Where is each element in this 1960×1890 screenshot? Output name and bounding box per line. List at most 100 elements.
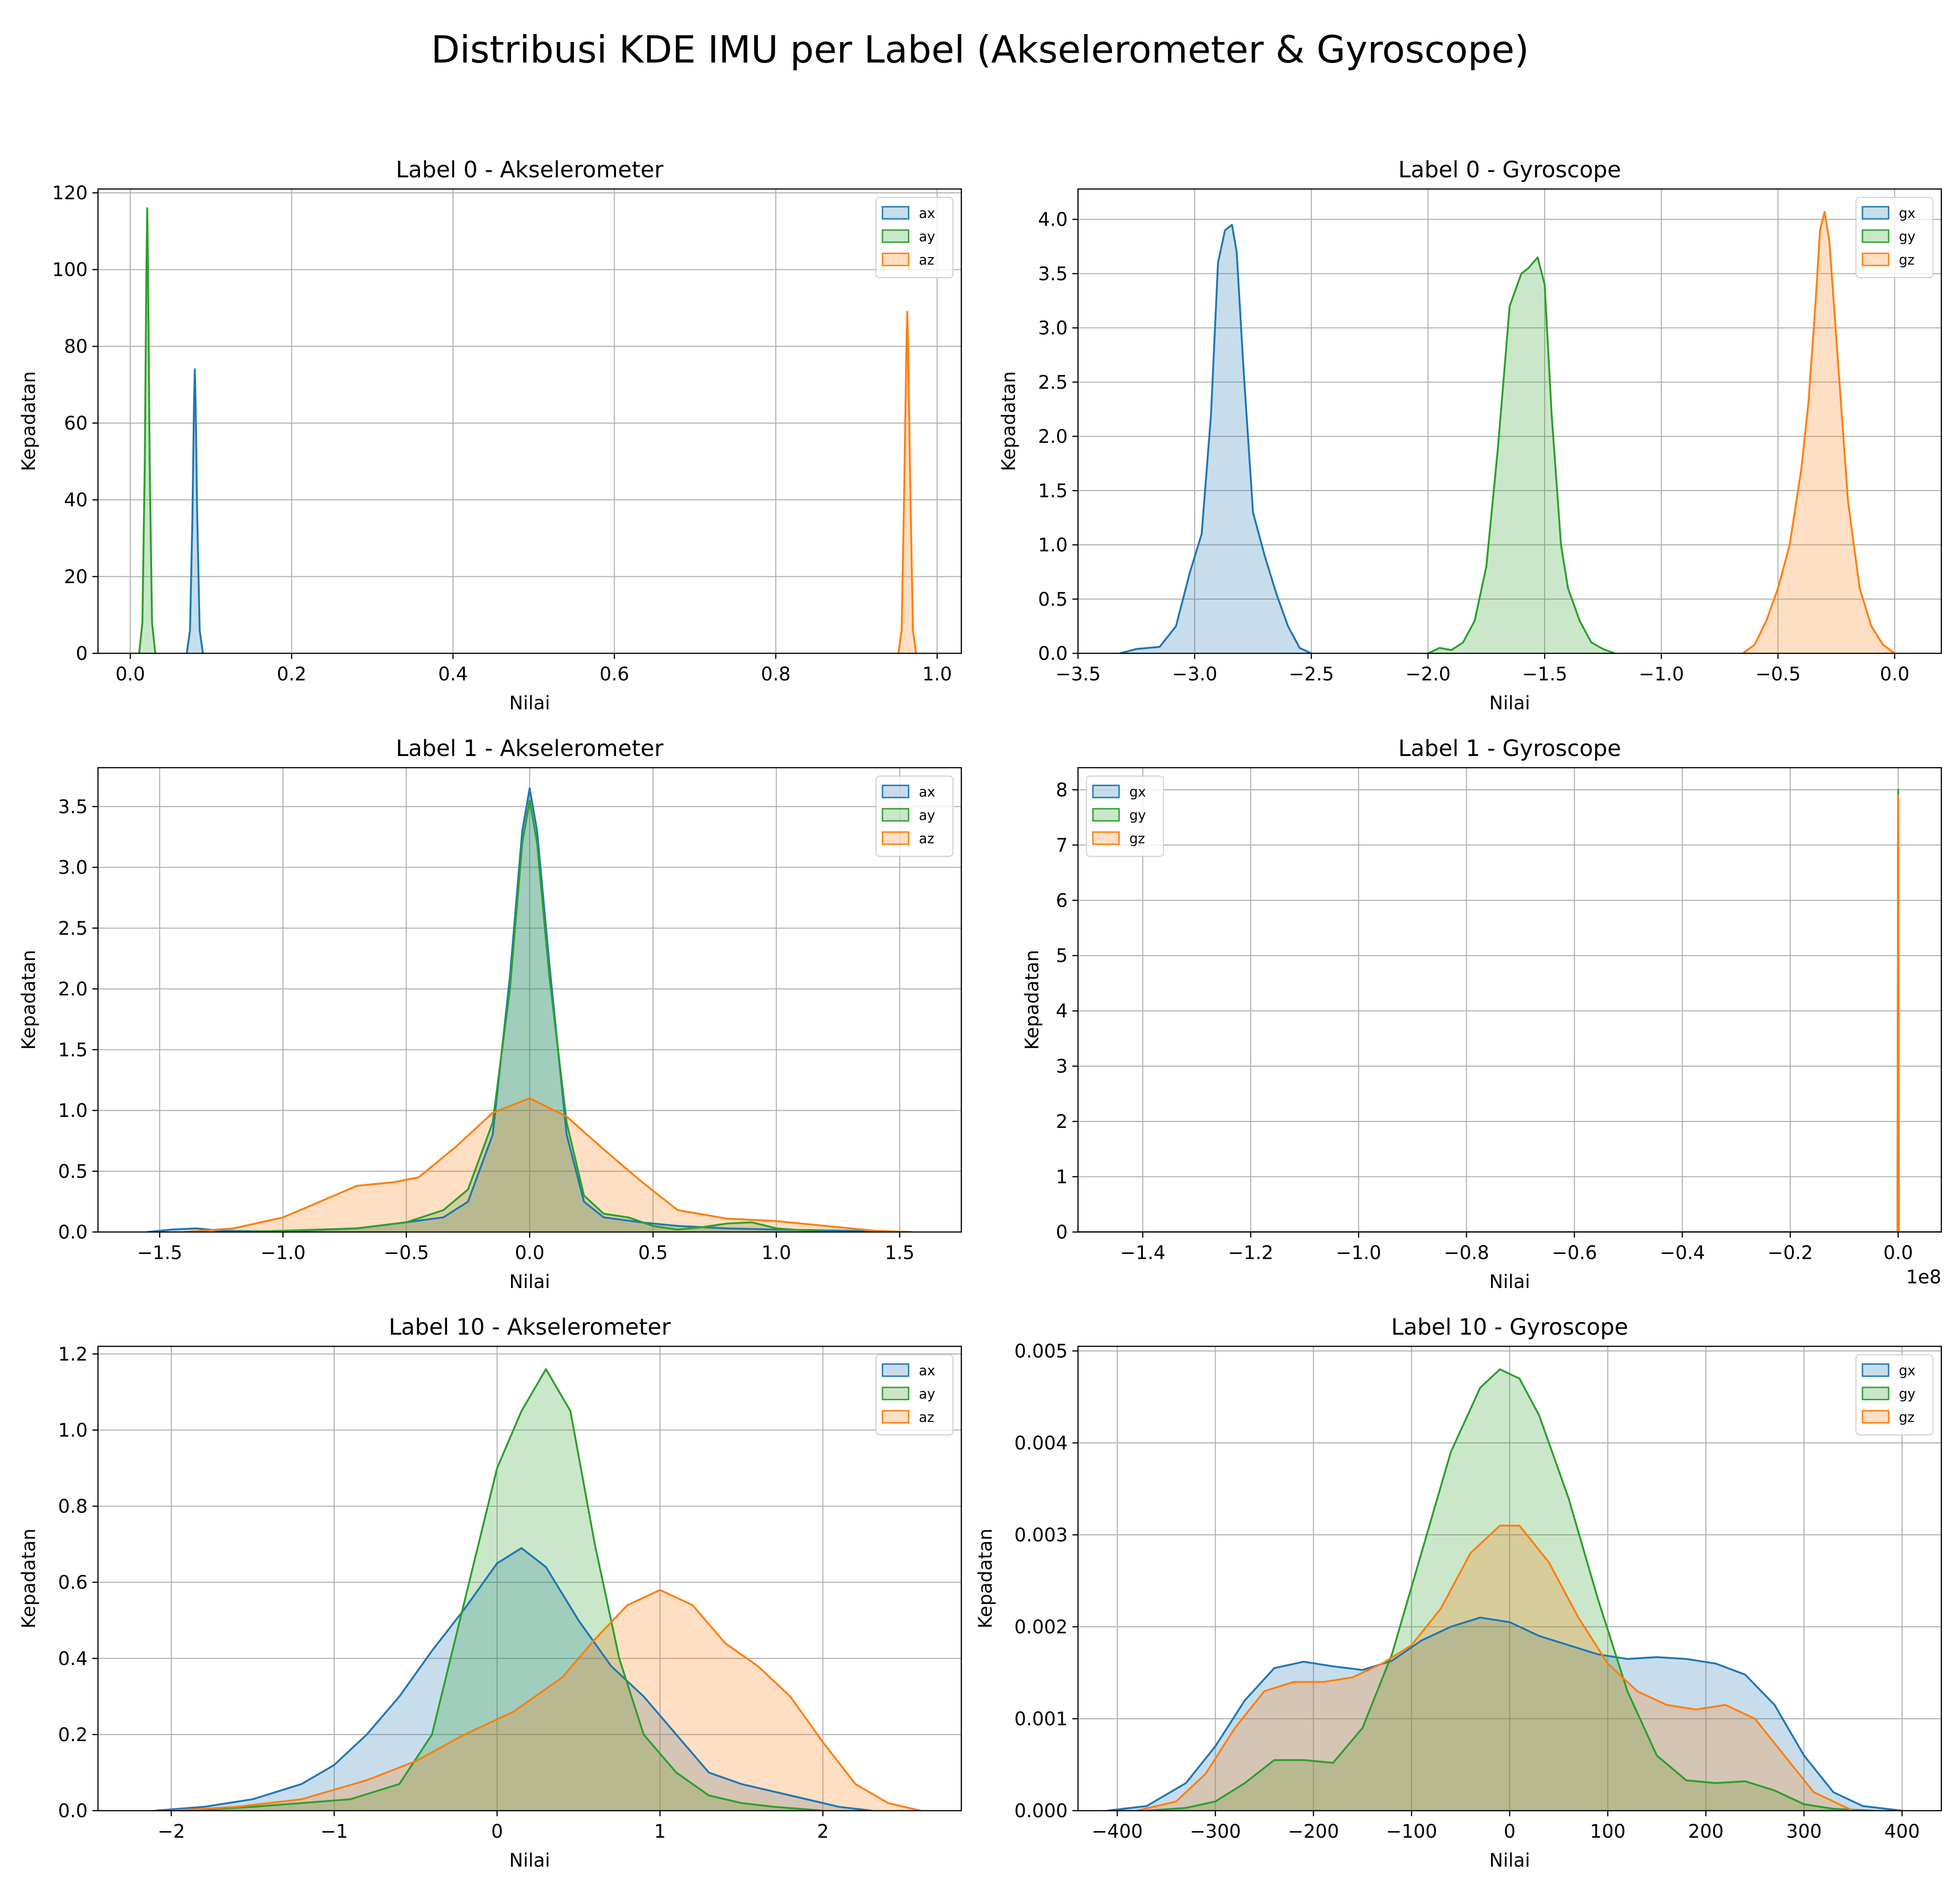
y-tick-label: 40 bbox=[64, 490, 88, 511]
kde-line-az bbox=[184, 1097, 912, 1232]
legend-label: gy bbox=[1899, 229, 1916, 245]
legend-label: gx bbox=[1899, 1363, 1916, 1379]
series-group bbox=[155, 1368, 921, 1811]
x-tick-label: 0.0 bbox=[515, 1242, 545, 1264]
legend-label: ay bbox=[919, 807, 935, 823]
x-tick-label: −1.4 bbox=[1120, 1242, 1165, 1264]
legend-swatch-ax bbox=[882, 784, 910, 798]
y-tick-label: 3.0 bbox=[58, 857, 88, 879]
legend-label: gz bbox=[1899, 252, 1915, 268]
y-tick-label: 0.002 bbox=[1014, 1617, 1068, 1638]
kde-fill-az bbox=[171, 1590, 921, 1811]
x-tick-label: 1.0 bbox=[922, 664, 952, 685]
series-group bbox=[1120, 210, 1896, 653]
legend-label: gy bbox=[1129, 807, 1146, 823]
y-tick-label: 2.5 bbox=[58, 918, 88, 939]
plot-frame bbox=[1077, 767, 1942, 1233]
subplot-title: Label 1 - Akselerometer bbox=[396, 735, 664, 762]
y-tick-label: 0.004 bbox=[1014, 1433, 1068, 1454]
x-tick-label: −2.0 bbox=[1405, 664, 1450, 685]
y-tick-label: 0.8 bbox=[58, 1496, 88, 1518]
series-group bbox=[1107, 1368, 1903, 1811]
x-tick-label: −1.0 bbox=[1336, 1242, 1381, 1264]
kde-fill-gx bbox=[1120, 224, 1311, 653]
x-tick-label: 1.5 bbox=[885, 1242, 915, 1264]
x-tick-label: 0 bbox=[491, 1821, 503, 1842]
plot-frame bbox=[97, 1345, 962, 1812]
y-tick-label: 0.5 bbox=[1038, 589, 1068, 610]
y-tick-label: 0.000 bbox=[1014, 1800, 1068, 1822]
kde-line-gz bbox=[1742, 210, 1896, 653]
legend-box bbox=[875, 776, 953, 857]
series-group bbox=[138, 207, 917, 653]
legend-label: gx bbox=[1129, 784, 1146, 800]
legend-label: ay bbox=[919, 1386, 935, 1402]
legend-label: az bbox=[919, 831, 934, 847]
y-tick-label: 100 bbox=[52, 259, 88, 281]
y-tick-label: 120 bbox=[52, 182, 88, 204]
legend-swatch-gz bbox=[1092, 831, 1120, 845]
legend-swatch-gz bbox=[1862, 252, 1890, 266]
legend-label: az bbox=[919, 1409, 934, 1425]
x-tick-label: 400 bbox=[1884, 1821, 1920, 1842]
legend-box bbox=[875, 1354, 953, 1435]
legend-swatch-az bbox=[882, 1410, 910, 1424]
x-tick-label: −3.5 bbox=[1055, 664, 1100, 685]
x-tick-label: 300 bbox=[1786, 1821, 1822, 1842]
series-group bbox=[147, 787, 912, 1232]
x-tick-label: 0.0 bbox=[1880, 664, 1910, 685]
kde-fill-gy bbox=[1428, 257, 1615, 653]
kde-fill-az bbox=[184, 1098, 912, 1232]
chart-panel: −2 −1 0 1 2 0.0 0.2 0.4 0.6 0.8 1.0 1.2 Label 10 - A… bbox=[18, 1314, 962, 1871]
y-tick-label: 0.001 bbox=[1014, 1708, 1068, 1730]
x-tick-label: −2 bbox=[158, 1821, 185, 1842]
x-tick-label: 0.4 bbox=[438, 664, 468, 685]
legend-swatch-ay bbox=[882, 808, 910, 822]
x-tick-label: −200 bbox=[1288, 1821, 1339, 1842]
kde-fill-az bbox=[898, 312, 917, 653]
legend-label: gx bbox=[1899, 205, 1916, 221]
kde-fill-ax bbox=[187, 369, 203, 653]
legend-box bbox=[1855, 197, 1933, 278]
legend-swatch-ax bbox=[882, 1363, 910, 1377]
legend-swatch-gz bbox=[1862, 1410, 1890, 1424]
subplot-title: Label 10 - Gyroscope bbox=[1391, 1314, 1628, 1340]
y-tick-label: 0.2 bbox=[58, 1724, 88, 1746]
x-tick-label: −3.0 bbox=[1172, 664, 1217, 685]
legend-swatch-ay bbox=[882, 1386, 910, 1400]
legend-label: gz bbox=[1129, 831, 1145, 847]
x-tick-label: −1.0 bbox=[1638, 664, 1684, 685]
legend-box bbox=[1086, 776, 1164, 857]
y-tick-label: 0.003 bbox=[1014, 1525, 1068, 1546]
kde-line-gy bbox=[1078, 789, 1941, 1232]
x-tick-label: −2.5 bbox=[1288, 664, 1334, 685]
x-tick-label: −1.0 bbox=[260, 1242, 306, 1264]
kde-fill-gy bbox=[1147, 1369, 1873, 1811]
legend-label: az bbox=[919, 252, 934, 268]
legend-swatch-ax bbox=[882, 206, 910, 220]
x-axis-label: Nilai bbox=[1489, 1271, 1530, 1293]
x-tick-label: 100 bbox=[1590, 1821, 1625, 1842]
legend-swatch-gy bbox=[1862, 1386, 1890, 1400]
kde-fill-ay bbox=[188, 1369, 823, 1811]
legend-box bbox=[1855, 1354, 1933, 1435]
legend: gx gy gz bbox=[1855, 197, 1933, 278]
y-tick-label: 5 bbox=[1056, 945, 1068, 967]
y-axis-label: Kepadatan bbox=[975, 1528, 996, 1628]
kde-line-ay bbox=[233, 799, 826, 1232]
kde-fill-ay bbox=[233, 800, 826, 1232]
chart-panel: 0.0 0.2 0.4 0.6 0.8 1.0 0 20 40 60 80 100 120 Label 0… bbox=[18, 157, 962, 714]
y-tick-label: 0 bbox=[1056, 1222, 1068, 1243]
kde-fill-gx bbox=[1107, 1617, 1902, 1811]
chart-panel: −1.5 −1.0 −0.5 0.0 0.5 1.0 1.5 0.0 0.5 1.0 1.5 2.0 2… bbox=[18, 735, 962, 1293]
y-tick-label: 0.4 bbox=[58, 1648, 88, 1670]
subplot-title: Label 10 - Akselerometer bbox=[389, 1314, 671, 1340]
y-tick-label: 2.0 bbox=[1038, 426, 1068, 448]
kde-line-gy bbox=[1147, 1368, 1873, 1811]
kde-fill-ax bbox=[147, 788, 912, 1232]
y-tick-label: 6 bbox=[1056, 890, 1068, 911]
y-tick-label: 7 bbox=[1056, 835, 1068, 856]
y-tick-label: 4.0 bbox=[1038, 209, 1068, 231]
y-axis-label: Kepadatan bbox=[18, 1528, 40, 1628]
